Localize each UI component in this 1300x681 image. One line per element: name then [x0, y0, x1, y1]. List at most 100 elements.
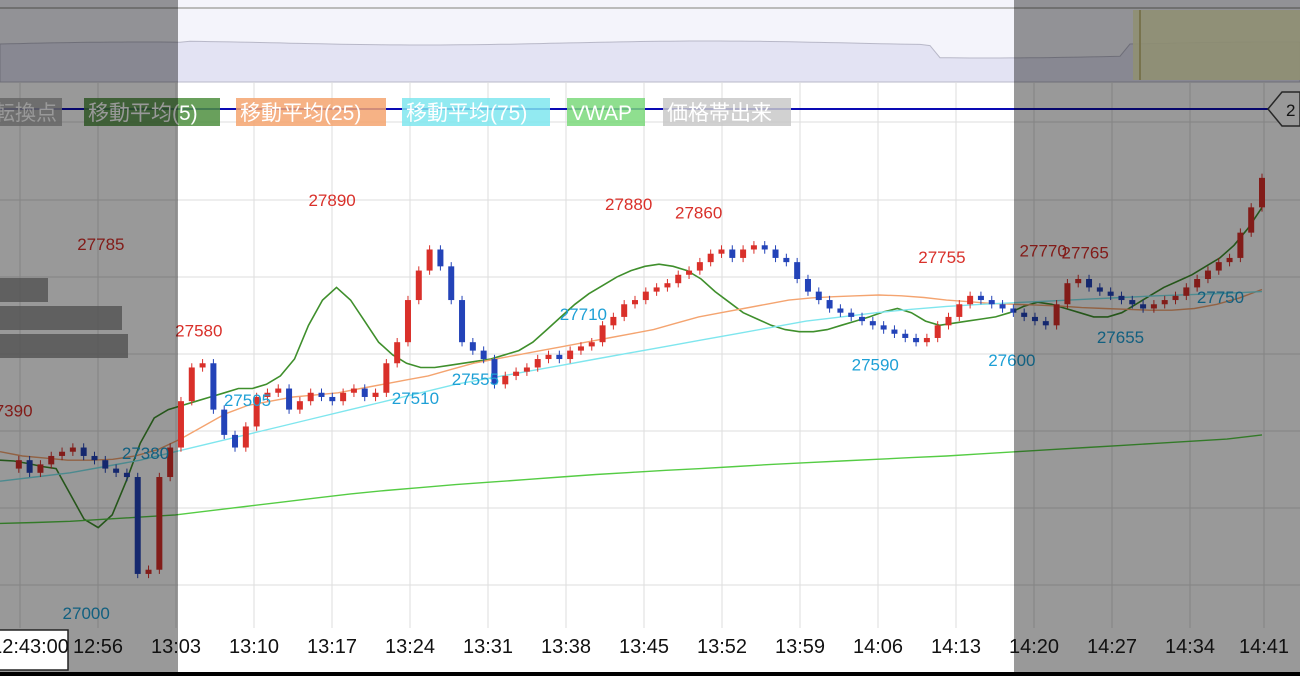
- candle-body: [329, 396, 336, 402]
- x-tick-label: 13:59: [775, 636, 825, 658]
- price-marker-high: 27765: [1062, 244, 1109, 263]
- candle-body: [815, 291, 822, 301]
- price-marker-high: 27860: [675, 204, 722, 223]
- legend-item-bg: [567, 98, 645, 126]
- price-marker-high: 27580: [175, 322, 222, 341]
- candle-body: [664, 283, 671, 288]
- candle-body: [902, 333, 909, 338]
- candle-body: [383, 363, 390, 393]
- candle-body: [621, 304, 628, 317]
- candle-body: [286, 388, 293, 410]
- legend-item-bg: [84, 98, 220, 126]
- candle-body: [1053, 304, 1060, 326]
- candle-body: [221, 409, 228, 435]
- candle-body: [848, 312, 855, 317]
- candle-body: [545, 354, 552, 360]
- candle-body: [750, 245, 757, 250]
- candle-body: [826, 300, 833, 309]
- navigator-area: [0, 40, 1300, 83]
- x-tick-label: 13:45: [619, 636, 669, 658]
- volume-profile-bar: [0, 306, 122, 330]
- price-marker-low: 27380: [122, 444, 169, 463]
- candle-body: [177, 401, 184, 448]
- candle-body: [869, 321, 876, 326]
- candle-body: [275, 388, 282, 393]
- shade-right: [1014, 0, 1300, 676]
- candles: [15, 173, 1265, 579]
- candle-body: [502, 375, 509, 385]
- price-marker-high: 27390: [0, 402, 33, 421]
- candle-body: [1107, 291, 1114, 296]
- price-marker-high: 27890: [308, 191, 355, 210]
- candle-body: [372, 392, 379, 397]
- candle-body: [794, 262, 801, 279]
- candle-body: [1129, 300, 1136, 305]
- x-cursor-box: [0, 629, 69, 671]
- candle-body: [15, 460, 22, 469]
- ma5-line: [0, 206, 1263, 529]
- candle-body: [1086, 278, 1093, 288]
- legend-item-bg: [663, 98, 791, 126]
- candle-body: [340, 392, 347, 402]
- price-marker-low: 27710: [560, 305, 607, 324]
- x-tick-label: 14:06: [853, 636, 903, 658]
- x-tick-label: 13:38: [541, 636, 591, 658]
- shade-left: [0, 0, 178, 676]
- candle-body: [167, 447, 174, 478]
- candle-body: [307, 392, 314, 402]
- candle-body: [469, 342, 476, 351]
- x-tick-label: 13:52: [697, 636, 747, 658]
- candle-body: [686, 270, 693, 275]
- candle-body: [1259, 177, 1265, 208]
- legend-item-label: 移動平均(75): [406, 102, 527, 125]
- candle-body: [1172, 295, 1179, 301]
- candle-body: [956, 304, 963, 317]
- ma75-line: [0, 290, 1263, 482]
- candle-body: [404, 300, 411, 343]
- candle-body: [837, 308, 844, 313]
- candle-body: [945, 316, 952, 326]
- x-tick-label: 13:03: [151, 636, 201, 658]
- candle-body: [210, 363, 217, 410]
- candle-body: [253, 396, 260, 427]
- candle-body: [1140, 304, 1147, 309]
- candle-body: [707, 253, 714, 263]
- legend-item-bg: [402, 98, 550, 126]
- candle-body: [988, 300, 995, 305]
- candle-body: [999, 304, 1006, 309]
- legend[interactable]: 転換点 移動平均(5) 移動平均(25) 移動平均(75) VWAP 価格帯出来: [0, 98, 791, 126]
- candle-body: [59, 451, 66, 456]
- indicator-lines: [0, 206, 1263, 529]
- reference-price-tag: [1267, 91, 1300, 127]
- candle-body: [69, 447, 76, 452]
- price-marker-low: 27505: [224, 391, 271, 410]
- candle-body: [264, 392, 271, 397]
- candle-body: [772, 249, 779, 258]
- candle-body: [296, 401, 303, 410]
- vwap-line: [0, 434, 1263, 525]
- x-tick-label: 12:56: [73, 636, 123, 658]
- candle-body: [934, 325, 941, 338]
- candle-body: [80, 447, 87, 456]
- candle-body: [1150, 304, 1157, 309]
- x-tick-label: 13:17: [307, 636, 357, 658]
- candle-body: [513, 371, 520, 376]
- candle-body: [632, 300, 638, 305]
- candle-body: [1183, 287, 1190, 296]
- candle-body: [783, 257, 790, 263]
- candle-body: [599, 325, 606, 343]
- candle-body: [232, 434, 239, 448]
- candle-body: [880, 325, 887, 330]
- candle-body: [459, 300, 466, 343]
- price-marker-low: 27600: [988, 351, 1035, 370]
- candle-body: [91, 455, 98, 461]
- candle-body: [577, 346, 584, 351]
- candle-body: [923, 337, 930, 343]
- navigator-strip[interactable]: [0, 0, 1300, 83]
- x-cursor-label: 12:43:00: [0, 636, 69, 658]
- candle-body: [967, 295, 974, 305]
- price-marker-low: 27655: [1097, 328, 1144, 347]
- legend-item-bg: [236, 98, 386, 126]
